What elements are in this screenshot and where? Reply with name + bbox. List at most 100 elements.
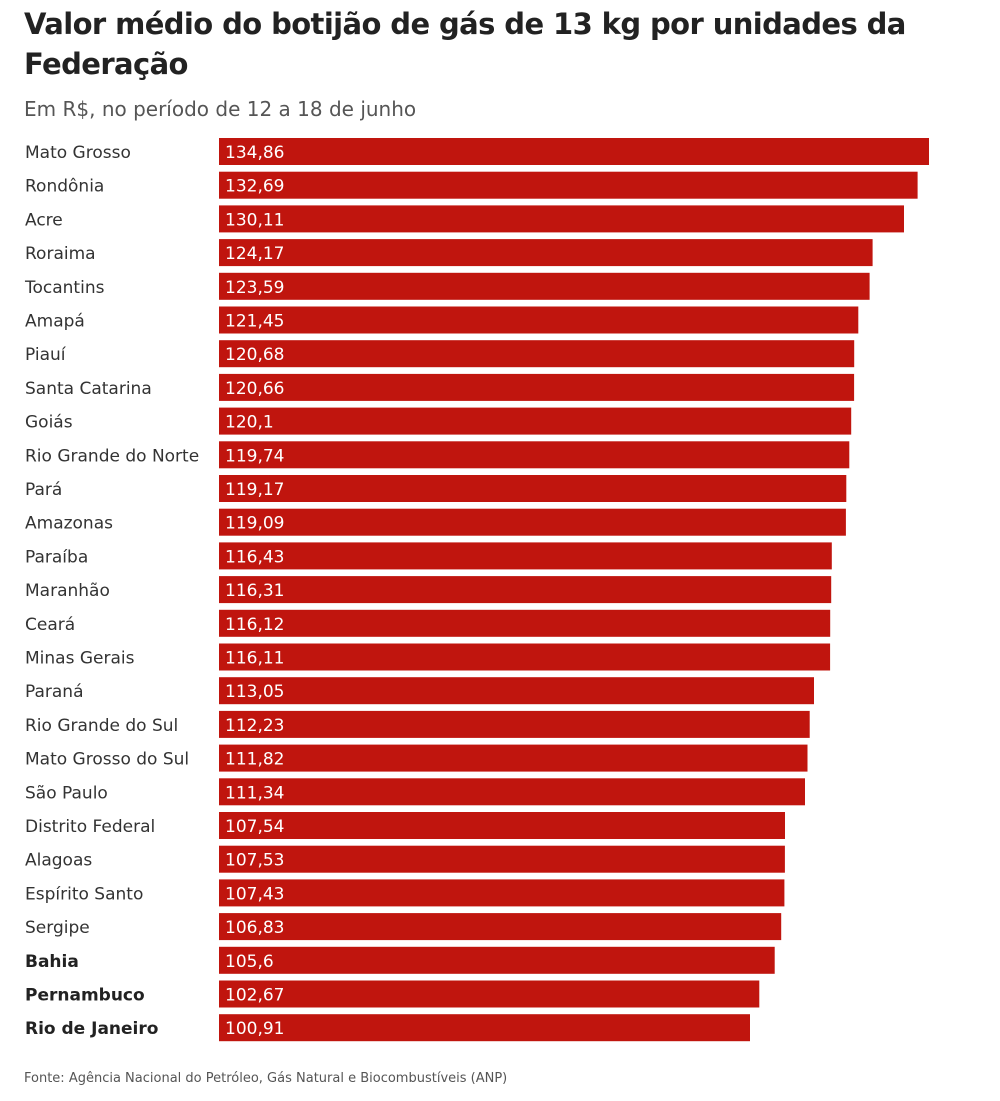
category-label: Paraná (25, 682, 84, 702)
category-label: Piauí (25, 345, 67, 365)
bar (219, 812, 785, 839)
value-label: 107,43 (225, 884, 284, 904)
bar-row: Mato Grosso do Sul 111,82 (25, 744, 808, 772)
value-label: 120,1 (225, 413, 274, 433)
bar (219, 576, 832, 604)
bar-row: Ceará 116,12 (25, 609, 831, 637)
category-label: Amazonas (25, 514, 113, 534)
category-label: Roraima (25, 244, 96, 264)
value-label: 132,69 (225, 177, 284, 197)
category-label: Rio Grande do Sul (25, 716, 178, 736)
bar-row: Amapá 121,45 (25, 306, 859, 334)
value-label: 120,66 (225, 379, 284, 399)
value-label: 100,91 (225, 1019, 284, 1039)
bar (219, 272, 870, 300)
bar (219, 407, 852, 435)
value-label: 121,45 (225, 312, 284, 332)
bar (219, 677, 814, 705)
category-label: Espírito Santo (25, 884, 143, 904)
bar (219, 373, 855, 401)
category-label: Mato Grosso (25, 143, 131, 163)
bar (219, 913, 782, 941)
bar (219, 239, 873, 267)
value-label: 119,17 (225, 480, 284, 500)
chart-title: Valor médio do botijão de gás de 13 kg p… (24, 7, 906, 81)
bar-row: Espírito Santo 107,43 (25, 879, 785, 907)
chart-subtitle: Em R$, no período de 12 a 18 de junho (24, 97, 417, 121)
bar (219, 508, 846, 536)
bar-row: Minas Gerais 116,11 (25, 643, 831, 671)
value-label: 124,17 (225, 244, 284, 264)
category-label: Sergipe (25, 918, 90, 938)
bar (219, 946, 775, 974)
value-label: 116,43 (225, 547, 284, 567)
bar-row: Pernambuco 102,67 (25, 980, 760, 1008)
bar-row: Santa Catarina 120,66 (25, 373, 855, 401)
bar-row: Rio Grande do Norte 119,74 (25, 441, 850, 469)
bar-row: Maranhão 116,31 (25, 576, 832, 604)
bar (219, 306, 859, 334)
category-label: Santa Catarina (25, 379, 152, 399)
category-label: Mato Grosso do Sul (25, 750, 189, 770)
value-label: 105,6 (225, 952, 274, 972)
category-label: Bahia (25, 952, 79, 972)
category-label: Rondônia (25, 177, 104, 197)
value-label: 107,53 (225, 851, 284, 871)
category-label: Ceará (25, 615, 75, 635)
category-label: Distrito Federal (25, 817, 155, 837)
bar-row: Goiás 120,1 (25, 407, 852, 435)
value-label: 111,34 (225, 783, 284, 803)
bar-row: Rio de Janeiro 100,91 (25, 1014, 750, 1042)
bar (219, 879, 785, 907)
category-label: Rio Grande do Norte (25, 446, 199, 466)
value-label: 116,11 (225, 649, 284, 669)
bar (219, 845, 785, 873)
bar-row: Acre 130,11 (25, 205, 904, 233)
value-label: 112,23 (225, 716, 284, 736)
category-label: Tocantins (24, 278, 105, 298)
category-label: Alagoas (25, 851, 92, 871)
category-label: Minas Gerais (25, 649, 135, 669)
bar-row: Distrito Federal 107,54 (25, 812, 785, 839)
value-label: 123,59 (225, 278, 284, 298)
bar-chart: Mato Grosso 134,86 Rondônia 132,69 Acre 130,1… (24, 138, 929, 1042)
category-label: Paraíba (25, 547, 88, 567)
value-label: 119,74 (225, 446, 284, 466)
value-label: 120,68 (225, 345, 284, 365)
category-label: Rio de Janeiro (25, 1019, 158, 1039)
bar-row: Piauí 120,68 (25, 340, 855, 368)
category-label: Goiás (25, 413, 73, 433)
bar (219, 542, 832, 570)
value-label: 119,09 (225, 514, 284, 534)
bar (219, 744, 808, 772)
bar (219, 609, 831, 637)
bar (219, 441, 850, 469)
bar-row: Paraná 113,05 (25, 677, 814, 705)
bar-row: Pará 119,17 (25, 475, 847, 502)
category-label: Pará (25, 480, 62, 500)
value-label: 106,83 (225, 918, 284, 938)
bar-row: Tocantins 123,59 (24, 272, 870, 300)
bar-row: Bahia 105,6 (25, 946, 775, 974)
bar (219, 205, 904, 233)
bar-row: Roraima 124,17 (25, 239, 873, 267)
bar-row: Rio Grande do Sul 112,23 (25, 710, 810, 738)
category-label: Amapá (25, 312, 85, 332)
bar-row: Rondônia 132,69 (25, 171, 918, 199)
bar (219, 1014, 750, 1042)
value-label: 107,54 (225, 817, 284, 837)
category-label: Acre (25, 210, 63, 230)
bar-row: Sergipe 106,83 (25, 913, 782, 941)
bar (219, 710, 810, 738)
category-label: Pernambuco (25, 986, 145, 1006)
bar (219, 643, 831, 671)
source-note: Fonte: Agência Nacional do Petróleo, Gás… (24, 1071, 508, 1086)
bar-row: Paraíba 116,43 (25, 542, 832, 570)
bar (219, 138, 929, 165)
value-label: 116,31 (225, 581, 284, 601)
bar (219, 171, 918, 199)
value-label: 134,86 (225, 143, 284, 163)
bar (219, 980, 760, 1008)
value-label: 113,05 (225, 682, 284, 702)
category-label: Maranhão (25, 581, 110, 601)
